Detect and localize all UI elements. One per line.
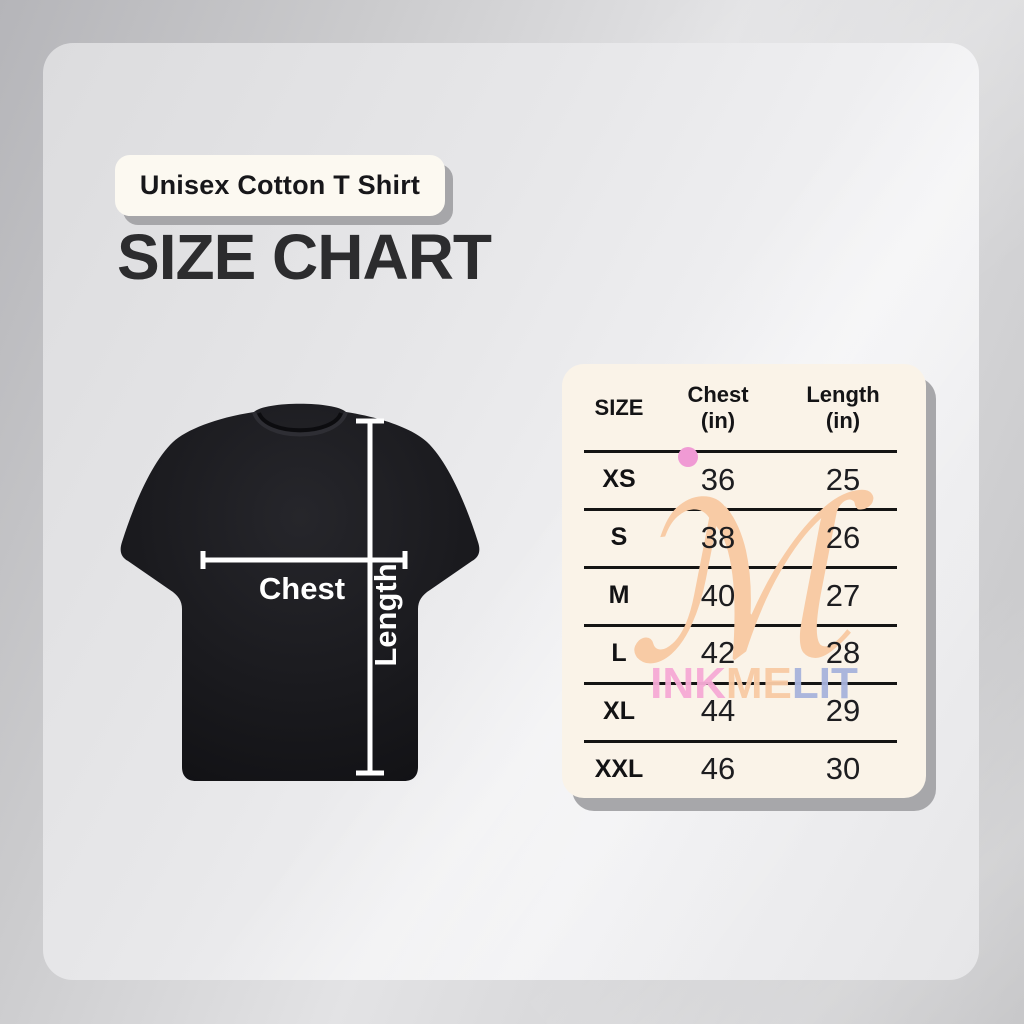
header-text: Chest bbox=[687, 381, 749, 407]
size-cell: S bbox=[610, 523, 628, 552]
page-title: SIZE CHART bbox=[117, 221, 492, 293]
measurement-lines bbox=[200, 418, 408, 776]
chest-cell: 36 bbox=[700, 461, 736, 497]
header-unit: (in) bbox=[825, 407, 861, 433]
row-divider bbox=[584, 450, 897, 453]
chest-cell: 44 bbox=[700, 693, 736, 729]
length-cell: 28 bbox=[825, 635, 861, 671]
collar-icon bbox=[252, 411, 348, 437]
collar-inner-line bbox=[257, 412, 343, 433]
row-divider bbox=[584, 566, 897, 569]
header-text: SIZE bbox=[594, 394, 644, 420]
size-cell: XL bbox=[603, 696, 635, 725]
chest-cell: 38 bbox=[700, 519, 736, 555]
size-table: SIZE Chest (in) Length (in) XS 36 25 S 38 … bbox=[562, 364, 926, 798]
column-header-chest: Chest (in) bbox=[676, 364, 760, 451]
size-chart-panel: ℳ INKMELIT SIZE Chest (in) Length (in) XS … bbox=[562, 364, 926, 798]
length-measure-label: Length bbox=[368, 563, 403, 666]
product-name-label: Unisex Cotton T Shirt bbox=[139, 170, 421, 200]
length-cell: 30 bbox=[825, 751, 861, 787]
size-cell: L bbox=[611, 638, 627, 667]
size-cell: XXL bbox=[594, 754, 644, 783]
row-divider bbox=[584, 508, 897, 511]
row-divider bbox=[584, 624, 897, 627]
length-cell: 27 bbox=[825, 577, 861, 613]
length-cell: 26 bbox=[825, 519, 861, 555]
content-card: Unisex Cotton T Shirt SIZE CHART bbox=[43, 43, 979, 980]
row-divider bbox=[584, 740, 897, 743]
product-name-badge: Unisex Cotton T Shirt bbox=[115, 155, 445, 216]
chest-cell: 46 bbox=[700, 751, 736, 787]
chest-measure-label: Chest bbox=[259, 571, 345, 606]
tshirt-silhouette bbox=[120, 403, 480, 781]
row-divider bbox=[584, 682, 897, 685]
chest-cell: 42 bbox=[700, 635, 736, 671]
header-unit: (in) bbox=[700, 407, 736, 433]
column-header-length: Length (in) bbox=[760, 364, 926, 451]
length-cell: 25 bbox=[825, 461, 861, 497]
header-text: Length bbox=[806, 381, 880, 407]
size-cell: M bbox=[608, 581, 630, 610]
column-header-size: SIZE bbox=[562, 364, 676, 451]
tshirt-measurement-diagram: Chest Length bbox=[113, 396, 485, 788]
length-cell: 29 bbox=[825, 693, 861, 729]
tshirt-illustration: Chest Length bbox=[120, 403, 480, 781]
size-cell: XS bbox=[602, 465, 636, 494]
chest-cell: 40 bbox=[700, 577, 736, 613]
